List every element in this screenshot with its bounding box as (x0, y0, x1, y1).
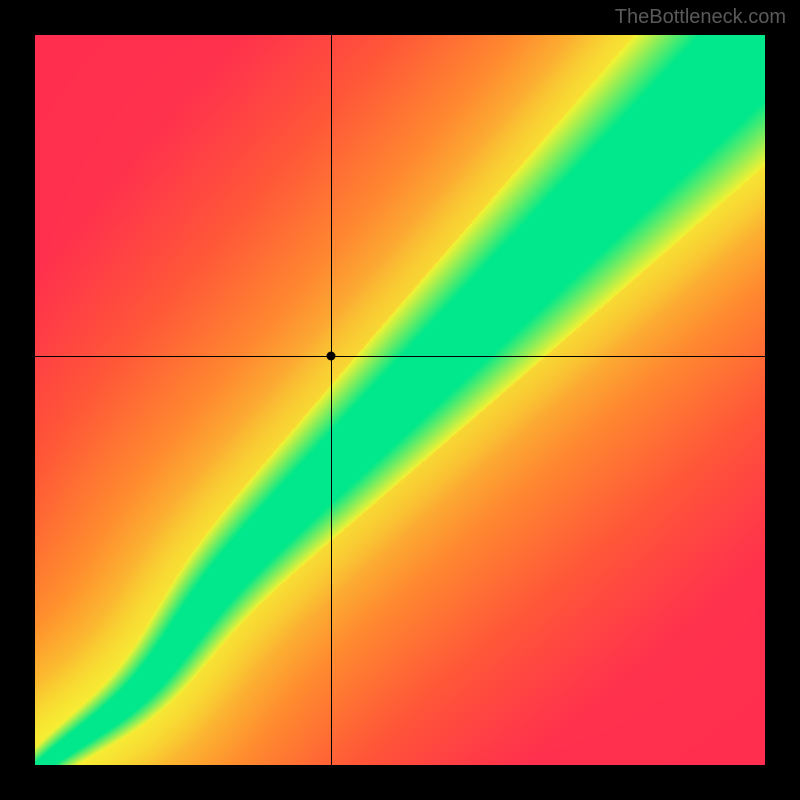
data-point-marker (326, 352, 335, 361)
plot-area (35, 35, 765, 765)
chart-container: TheBottleneck.com (0, 0, 800, 800)
watermark-text: TheBottleneck.com (615, 6, 786, 29)
crosshair-horizontal (35, 356, 765, 357)
crosshair-vertical (331, 35, 332, 765)
heatmap-canvas (35, 35, 765, 765)
